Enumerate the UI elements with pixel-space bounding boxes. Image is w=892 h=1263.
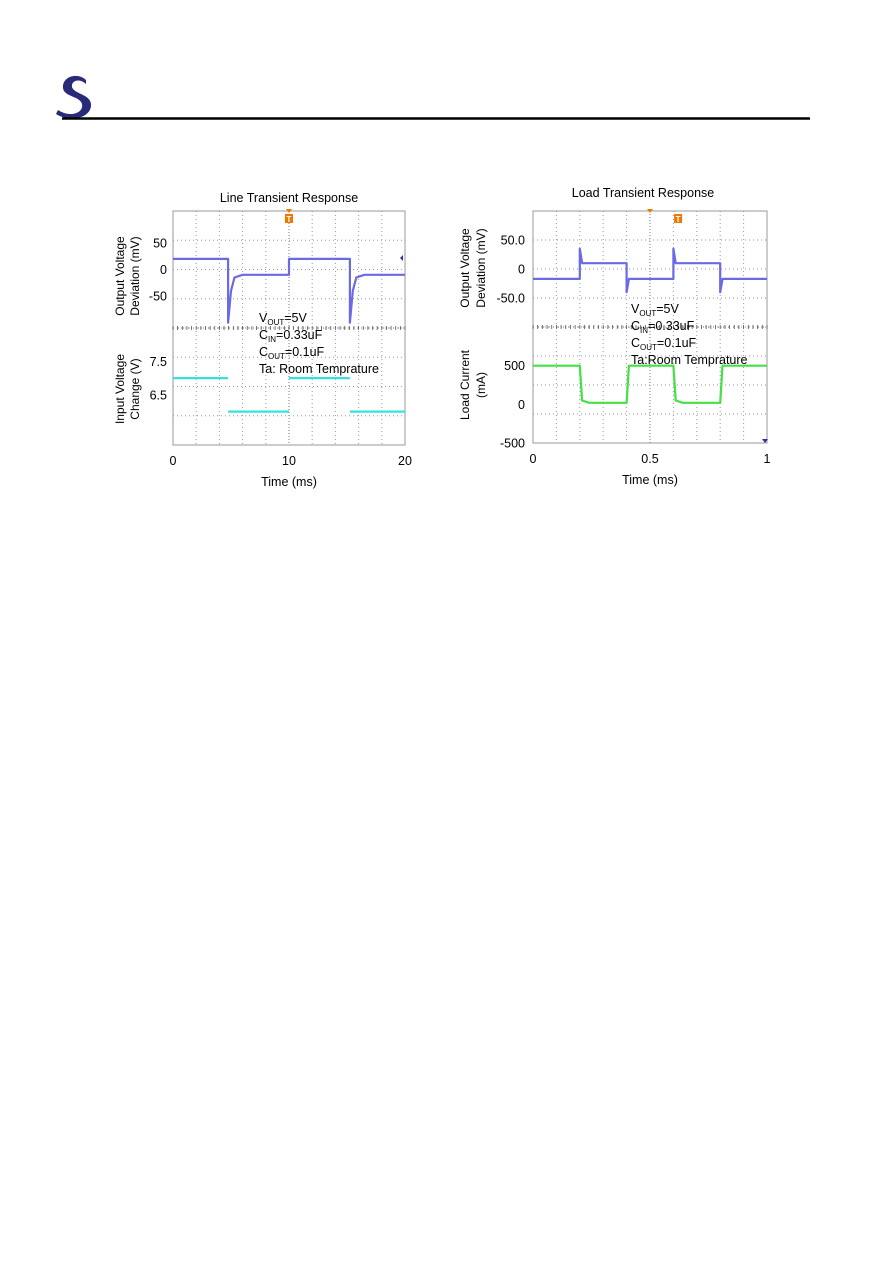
trigger-position-icon bbox=[286, 209, 292, 213]
annotation-line: VOUT=5V bbox=[631, 302, 679, 318]
trigger-marker-box bbox=[674, 214, 683, 223]
chart-2: Load Transient Response 0 0.5 1 Time (ms) T 50… bbox=[458, 186, 771, 487]
y-tick-label: -50.0 bbox=[497, 292, 526, 306]
x-tick-label: 1 bbox=[764, 452, 771, 466]
y-axis-label: Change (V) bbox=[128, 358, 142, 419]
y-axis-label: Output Voltage bbox=[113, 236, 127, 316]
y-axis-label: Load Current bbox=[458, 349, 472, 420]
panel-1: 50.0 0 -50.0 Output Voltage Deviation (mV) bbox=[458, 228, 767, 308]
y-axis-label: Deviation (mV) bbox=[128, 236, 142, 315]
x-tick-label: 0 bbox=[170, 454, 177, 468]
trigger-marker-box bbox=[285, 214, 293, 223]
level-marker-icon bbox=[762, 439, 768, 443]
annotation-line: COUT=0.1uF bbox=[259, 345, 325, 361]
y-tick-label: 0 bbox=[518, 398, 525, 412]
chart-1: Line Transient Response 0 10 20 Time (ms) T 50… bbox=[113, 191, 412, 489]
y-axis-label: Output Voltage bbox=[458, 228, 472, 308]
annotation-line: CIN=0.33uF bbox=[259, 328, 323, 344]
chart-title: Line Transient Response bbox=[220, 191, 358, 205]
trigger-marker-label: T bbox=[287, 215, 292, 224]
x-tick-label: 20 bbox=[398, 454, 412, 468]
y-tick-label: 0 bbox=[160, 263, 167, 277]
x-tick-label: 10 bbox=[282, 454, 296, 468]
annotation-line: Ta:Room Temprature bbox=[631, 353, 748, 367]
y-axis-label: (mA) bbox=[474, 372, 488, 398]
annotation-line: CIN=0.33uF bbox=[631, 319, 695, 335]
y-tick-label: 0 bbox=[518, 263, 525, 277]
panel-2: 7.5 6.5 Input Voltage Change (V) bbox=[113, 354, 405, 424]
x-axis-label: Time (ms) bbox=[622, 473, 678, 487]
y-tick-label: -500 bbox=[500, 437, 525, 451]
series-line bbox=[533, 364, 767, 404]
trigger-marker: T bbox=[674, 214, 683, 224]
y-axis-label: Input Voltage bbox=[113, 354, 127, 424]
y-tick-label: 6.5 bbox=[150, 388, 167, 402]
level-marker-icon bbox=[400, 255, 403, 261]
y-axis-label: Deviation (mV) bbox=[474, 228, 488, 307]
page-header bbox=[0, 0, 892, 130]
annotation-line: COUT=0.1uF bbox=[631, 336, 697, 352]
chart-title: Load Transient Response bbox=[572, 186, 715, 200]
y-tick-label: 50 bbox=[153, 236, 167, 250]
header-svg bbox=[56, 75, 810, 120]
y-tick-label: 7.5 bbox=[150, 355, 167, 369]
x-tick-label: 0.5 bbox=[641, 452, 658, 466]
panel-2: 500 0 -500 Load Current (mA) bbox=[458, 349, 767, 451]
x-tick-label: 0 bbox=[530, 452, 537, 466]
annotation-line: VOUT=5V bbox=[259, 311, 307, 327]
series-line bbox=[533, 247, 767, 294]
trigger-marker-label: T bbox=[676, 215, 681, 224]
y-tick-label: 50.0 bbox=[501, 234, 525, 248]
y-tick-label: 500 bbox=[504, 359, 525, 373]
series-line bbox=[173, 257, 405, 324]
trigger-position-icon bbox=[647, 209, 653, 213]
s-logo-icon bbox=[56, 75, 92, 119]
y-tick-label: -50 bbox=[149, 290, 167, 304]
panel-1: 50 0 -50 Output Voltage Deviation (mV) bbox=[113, 236, 405, 324]
trigger-marker: T bbox=[285, 214, 293, 224]
x-axis-label: Time (ms) bbox=[261, 475, 317, 489]
annotation-line: Ta: Room Temprature bbox=[259, 362, 379, 376]
